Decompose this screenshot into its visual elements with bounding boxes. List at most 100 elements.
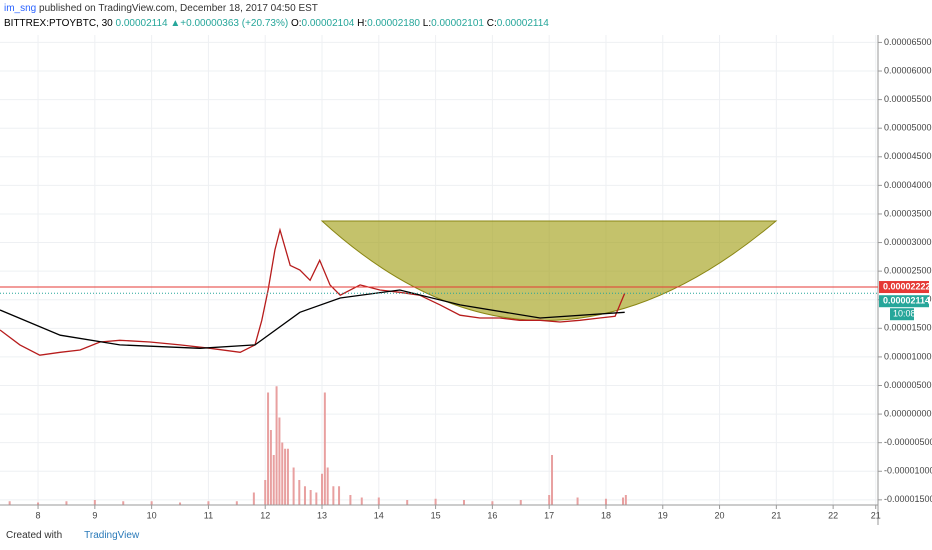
volume-bar (622, 497, 625, 505)
y-tick-label: 0.00005500 (884, 94, 932, 104)
volume-bar (303, 486, 306, 505)
open-label: O: (290, 18, 302, 29)
y-tick-label: -0.00001500 (884, 494, 932, 504)
volume-bar (576, 497, 579, 505)
x-tick-label: 15 (431, 510, 441, 520)
y-tick-label: 0.00002500 (884, 266, 932, 276)
volume-bar (281, 442, 284, 505)
y-tick-label: -0.00000500 (884, 437, 932, 447)
chart: 0.00006500 0.00006000 0.00005500 0.00005000… (0, 35, 932, 525)
volume-bar (284, 448, 287, 505)
x-tick-label: 21 (871, 510, 881, 520)
y-tick-label: 0.00001000 (884, 351, 932, 361)
volume-bar (122, 501, 125, 505)
volume-bar (179, 502, 182, 505)
y-tick-label: 0.00003000 (884, 237, 932, 247)
y-tick-label: -0.00001000 (884, 466, 932, 476)
volume-bar (235, 501, 238, 505)
volume-bar (519, 500, 522, 505)
volume-bar (321, 473, 324, 505)
volume-bar (275, 386, 278, 505)
price-line (0, 227, 626, 356)
x-tick-label: 20 (715, 510, 725, 520)
author[interactable]: im_sng (4, 3, 37, 14)
volume-bar (278, 417, 281, 505)
y-tick-label: 0.00006500 (884, 37, 932, 47)
footer: Created with TradingView (6, 530, 139, 541)
change: +0.00000363 (+20.73%) (180, 18, 289, 29)
volume-bar (406, 500, 409, 505)
published: published on TradingView.com, December 1… (39, 3, 318, 14)
volume-bar (286, 448, 289, 505)
publish-line: im_sng published on TradingView.com, Dec… (4, 3, 318, 14)
countdown-box (890, 308, 914, 321)
volume-bar (548, 495, 551, 505)
x-tick-label: 13 (317, 510, 327, 520)
x-tick-label: 22 (828, 510, 838, 520)
volume-bar (434, 498, 437, 505)
y-tick-label: 0.00004500 (884, 151, 932, 161)
price-label: 0.00002114 (883, 296, 930, 306)
volume-bar (252, 492, 255, 505)
x-tick-label: 14 (374, 510, 384, 520)
cup-drawing (320, 220, 778, 321)
x-tick-label: 10 (147, 510, 157, 520)
symbol: BITTREX:PTOYBTC, 30 (4, 18, 113, 29)
volume-bar (624, 495, 627, 505)
x-tick-label: 18 (601, 510, 611, 520)
created: Created with (6, 530, 63, 541)
quote-line: BITTREX:PTOYBTC, 30 0.00002114 ▲+0.00000… (4, 18, 549, 29)
x-tick-label: 11 (204, 510, 213, 520)
x-tick-label: 19 (658, 510, 668, 520)
volume-bar (491, 501, 494, 505)
volume-bar (315, 492, 318, 505)
price-label: 0.00002222 (883, 281, 931, 291)
volume-bar (8, 501, 11, 505)
volume-bar (309, 490, 312, 505)
volume-bar (264, 480, 267, 505)
volume-bar (207, 501, 210, 505)
x-tick-label: 17 (544, 510, 554, 520)
x-tick-label: 9 (92, 510, 97, 520)
brand[interactable]: TradingView (84, 530, 140, 541)
volume-bar (360, 497, 363, 505)
price-line (0, 289, 625, 349)
volume-bar (551, 455, 554, 505)
low-label: L: (422, 18, 432, 29)
volume-bar (150, 501, 153, 505)
y-tick-label: 0.00000500 (884, 380, 932, 390)
x-tick-label: 8 (36, 510, 41, 520)
x-tick-label: 21 (771, 510, 781, 520)
volume-bar (377, 497, 380, 505)
last: 0.00002114 (115, 18, 168, 29)
x-tick-label: 16 (487, 510, 497, 520)
volume-bar (37, 502, 40, 505)
volume-bar (93, 500, 96, 505)
low: 0.00002101 (431, 18, 484, 29)
open: 0.00002104 (301, 18, 355, 29)
volume-bar (267, 392, 270, 505)
y-tick-label: 0.00005000 (884, 123, 932, 133)
y-tick-label: 0.00003500 (884, 208, 932, 218)
price-label-box (879, 281, 929, 294)
volume-bar (326, 467, 329, 505)
price-label-box (879, 295, 929, 308)
volume-bar (338, 486, 341, 505)
x-tick-label: 12 (260, 510, 270, 520)
y-tick-label: 0.00006000 (884, 65, 932, 75)
volume-bar (604, 498, 607, 505)
volume-bar (65, 501, 68, 505)
volume-bar (298, 480, 301, 505)
arrow: ▲ (170, 18, 181, 29)
y-tick-label: 0.00004000 (884, 180, 932, 190)
close-label: C: (486, 18, 497, 29)
volume-bar (323, 392, 326, 505)
volume-bar (269, 430, 272, 505)
volume-bar (332, 486, 335, 505)
countdown: 10:08 (893, 309, 916, 319)
volume-bar (349, 495, 352, 505)
volume-bar (272, 455, 275, 505)
volume-bar (462, 500, 465, 505)
high-label: H: (357, 18, 368, 29)
